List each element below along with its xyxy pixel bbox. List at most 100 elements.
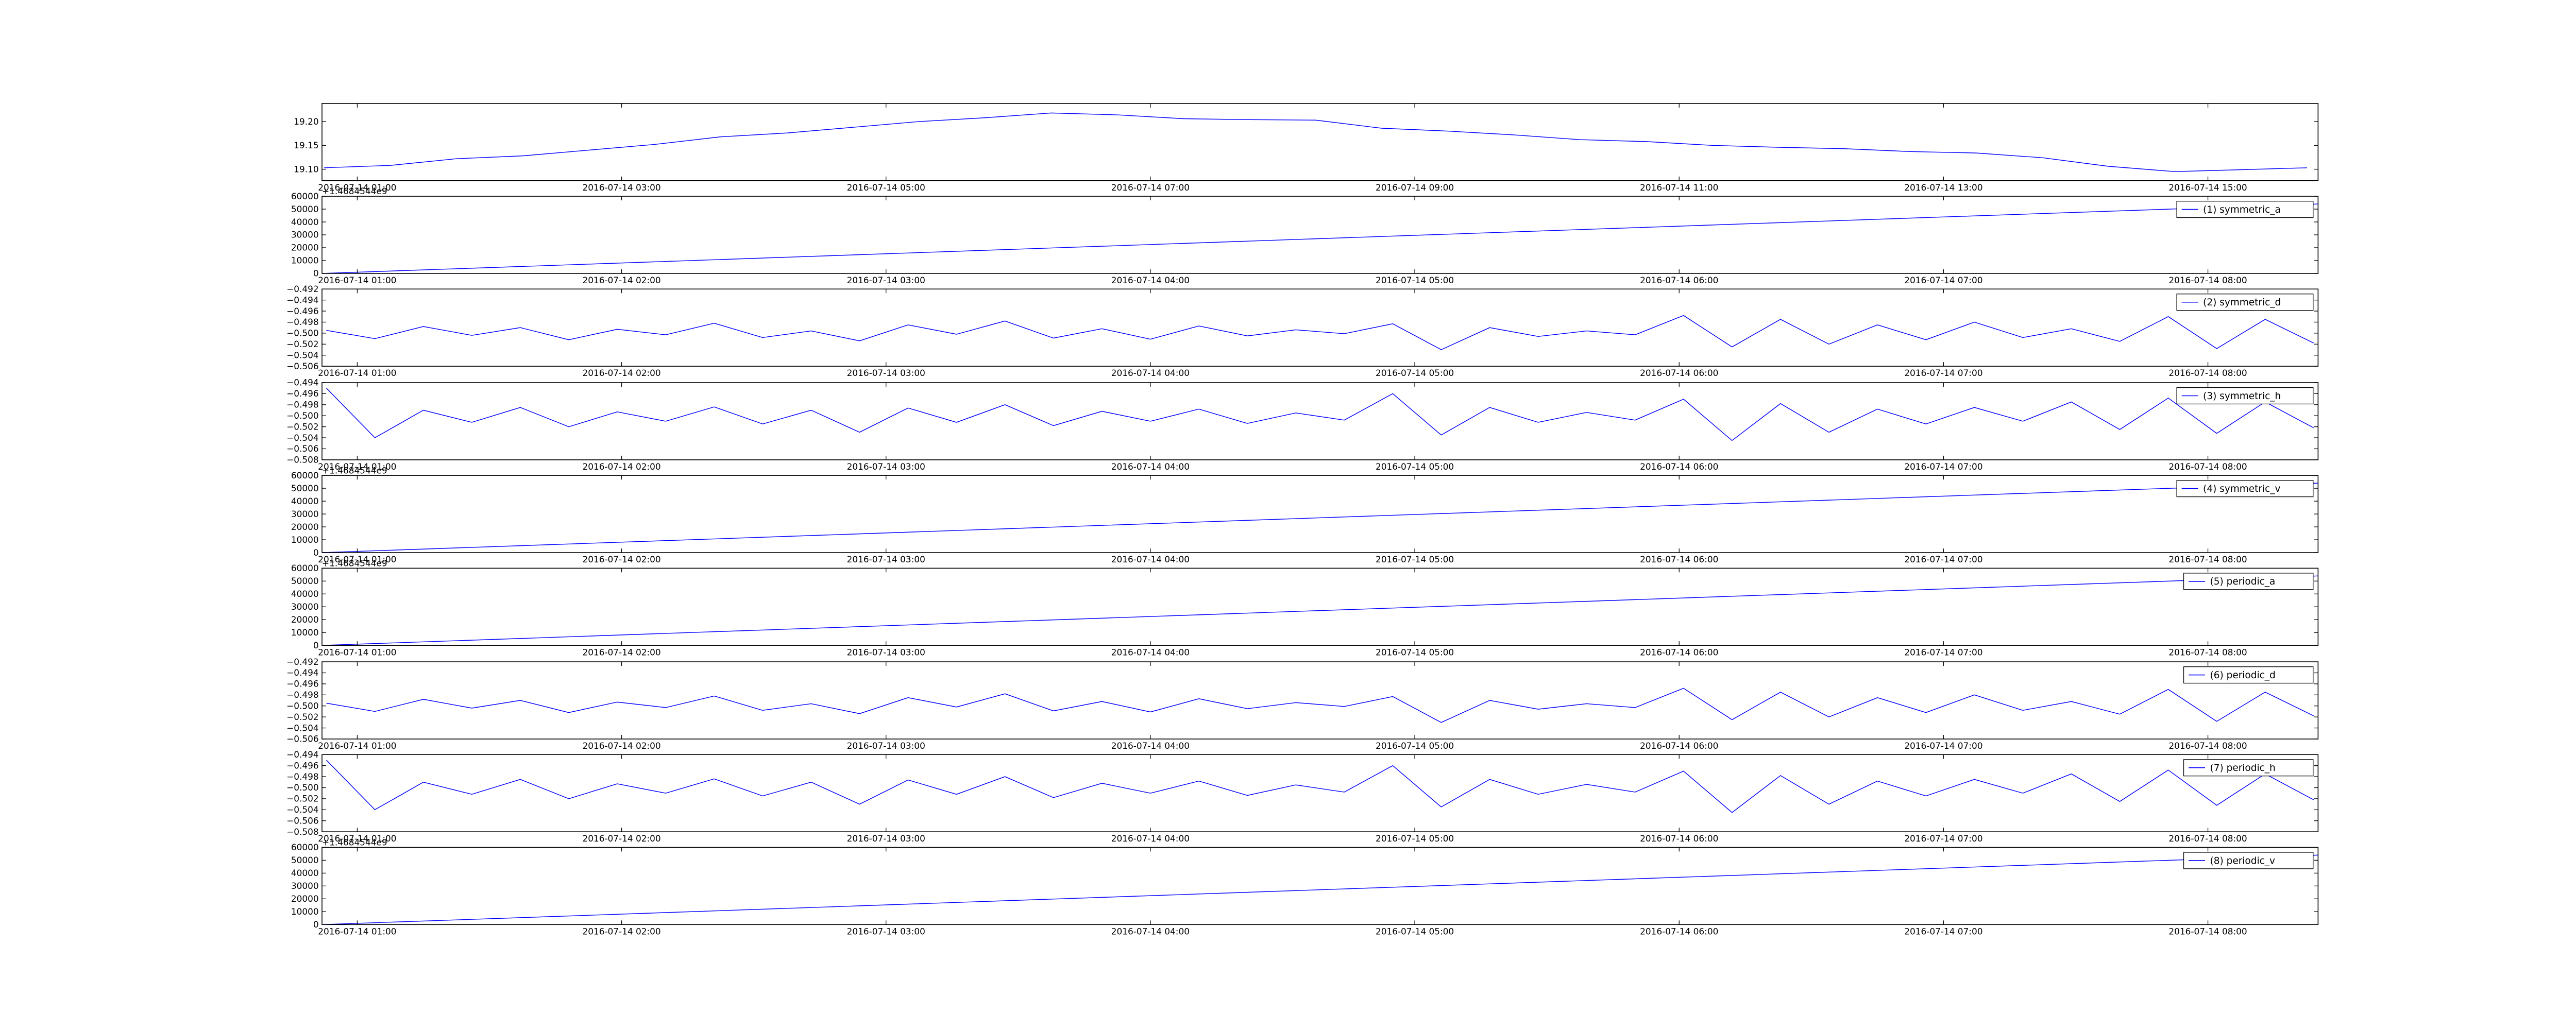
y-tick-label: 60000 xyxy=(291,842,319,852)
x-tick-label: 2016-07-14 01:00 xyxy=(318,647,396,657)
legend-box xyxy=(2183,666,2314,684)
subplot: 0 10000 20000 30000 40000 50000 60000 2016-07-1… xyxy=(291,186,2319,285)
y-tick-label: 30000 xyxy=(291,602,319,612)
x-tick-label: 2016-07-14 02:00 xyxy=(582,275,660,285)
y-tick-label: 19.20 xyxy=(294,116,318,127)
y-tick-label: 10000 xyxy=(291,906,319,917)
axes-frame xyxy=(321,568,2319,646)
x-tick-label: 2016-07-14 01:00 xyxy=(318,741,396,751)
x-tick-label: 2016-07-14 07:00 xyxy=(1904,741,1982,751)
x-tick-label: 2016-07-14 07:00 xyxy=(1904,833,1982,844)
series-line xyxy=(326,315,2314,350)
x-tick-label: 2016-07-14 07:00 xyxy=(1904,647,1982,657)
legend-label: (1) symmetric_a xyxy=(2203,204,2281,215)
y-tick-label: 19.10 xyxy=(294,164,318,174)
x-tick-label: 2016-07-14 04:00 xyxy=(1111,275,1190,285)
legend-box xyxy=(2176,294,2314,311)
y-tick-label: 60000 xyxy=(291,563,319,573)
x-tick-label: 2016-07-14 02:00 xyxy=(582,461,660,472)
offset-text: +1.4684544e9 xyxy=(322,465,387,475)
x-tick-label: 2016-07-14 06:00 xyxy=(1640,741,1718,751)
x-tick-label: 2016-07-14 02:00 xyxy=(582,926,660,936)
x-tick-label: 2016-07-14 03:00 xyxy=(847,554,925,564)
subplot: 0 10000 20000 30000 40000 50000 60000 2016-07-1… xyxy=(291,465,2319,564)
y-tick-label: −0.504 xyxy=(286,433,319,443)
x-tick-label: 2016-07-14 08:00 xyxy=(2168,554,2247,564)
x-tick-label: 2016-07-14 02:00 xyxy=(582,368,660,378)
legend-label: (5) periodic_a xyxy=(2210,576,2276,587)
y-tick-label: 19.15 xyxy=(294,140,318,150)
x-tick-label: 2016-07-14 09:00 xyxy=(1376,182,1454,193)
x-tick-label: 2016-07-14 06:00 xyxy=(1640,275,1718,285)
x-tick-label: 2016-07-14 06:00 xyxy=(1640,926,1718,936)
y-tick-label: 20000 xyxy=(291,243,319,253)
y-tick-label: 10000 xyxy=(291,255,319,266)
subplot: −0.506−0.504−0.502−0.500−0.498−0.496−0.4… xyxy=(286,284,2319,378)
series-line xyxy=(322,854,2318,925)
x-tick-label: 2016-07-14 03:00 xyxy=(847,647,925,657)
legend-label: (3) symmetric_h xyxy=(2203,391,2281,402)
legend-label: (7) periodic_h xyxy=(2210,763,2276,774)
x-tick-label: 2016-07-14 01:00 xyxy=(318,461,396,472)
axes-frame xyxy=(321,847,2319,925)
axes-frame xyxy=(321,196,2319,274)
series-line xyxy=(324,112,2307,172)
y-tick-label: 10000 xyxy=(291,535,319,545)
legend-label: (6) periodic_d xyxy=(2210,670,2276,681)
y-tick-label: 50000 xyxy=(291,483,319,493)
x-tick-label: 2016-07-14 03:00 xyxy=(847,741,925,751)
axes-frame xyxy=(321,754,2319,832)
legend-box xyxy=(2183,852,2314,869)
y-tick-label: 0 xyxy=(313,640,319,650)
y-tick-label: 50000 xyxy=(291,576,319,586)
x-tick-label: 2016-07-14 05:00 xyxy=(1376,647,1454,657)
y-tick-label: 0 xyxy=(313,919,319,930)
y-tick-label: −0.498 xyxy=(286,317,319,327)
x-tick-label: 2016-07-14 07:00 xyxy=(1904,554,1982,564)
x-tick-label: 2016-07-14 07:00 xyxy=(1904,275,1982,285)
x-tick-label: 2016-07-14 05:00 xyxy=(1376,461,1454,472)
y-tick-label: 40000 xyxy=(291,217,319,227)
x-tick-label: 2016-07-14 06:00 xyxy=(1640,554,1718,564)
x-tick-label: 2016-07-14 08:00 xyxy=(2168,926,2247,936)
x-tick-label: 2016-07-14 01:00 xyxy=(318,275,396,285)
x-tick-label: 2016-07-14 04:00 xyxy=(1111,741,1190,751)
x-tick-label: 2016-07-14 05:00 xyxy=(1376,926,1454,936)
x-tick-label: 2016-07-14 05:00 xyxy=(847,182,925,193)
y-tick-label: −0.496 xyxy=(286,760,319,770)
y-tick-label: 60000 xyxy=(291,470,319,480)
legend-label: (4) symmetric_v xyxy=(2203,484,2280,494)
x-tick-label: 2016-07-14 05:00 xyxy=(1376,554,1454,564)
series-line xyxy=(322,203,2318,273)
subplot: −0.506−0.504−0.502−0.500−0.498−0.496−0.4… xyxy=(286,657,2319,751)
x-tick-label: 2016-07-14 04:00 xyxy=(1111,461,1190,472)
y-tick-label: −0.506 xyxy=(286,734,319,744)
subplot: 19.10 19.15 19.20 2016-07-14 01:00 2016-07-1… xyxy=(294,103,2319,193)
x-tick-label: 2016-07-14 01:00 xyxy=(318,554,396,564)
y-tick-label: −0.500 xyxy=(286,700,319,711)
x-tick-label: 2016-07-14 01:00 xyxy=(318,368,396,378)
axes-frame xyxy=(321,103,2319,181)
y-tick-label: 60000 xyxy=(291,191,319,201)
offset-text: +1.4684544e9 xyxy=(322,837,387,848)
x-tick-label: 2016-07-14 05:00 xyxy=(1376,741,1454,751)
y-tick-label: 40000 xyxy=(291,589,319,599)
x-tick-label: 2016-07-14 03:00 xyxy=(847,461,925,472)
y-tick-label: 40000 xyxy=(291,868,319,878)
y-tick-label: 0 xyxy=(313,547,319,558)
x-tick-label: 2016-07-14 07:00 xyxy=(1904,926,1982,936)
x-tick-label: 2016-07-14 08:00 xyxy=(2168,741,2247,751)
y-tick-label: 40000 xyxy=(291,496,319,506)
legend-label: (8) periodic_v xyxy=(2210,855,2275,866)
x-tick-label: 2016-07-14 03:00 xyxy=(847,275,925,285)
x-tick-label: 2016-07-14 05:00 xyxy=(1376,368,1454,378)
x-tick-label: 2016-07-14 08:00 xyxy=(2168,368,2247,378)
series-line xyxy=(326,388,2314,441)
x-tick-label: 2016-07-14 06:00 xyxy=(1640,647,1718,657)
subplot: −0.508−0.506−0.504−0.502−0.500−0.498−0.4… xyxy=(286,749,2319,844)
y-tick-label: 10000 xyxy=(291,627,319,638)
x-tick-label: 2016-07-14 03:00 xyxy=(847,833,925,844)
y-tick-label: 30000 xyxy=(291,230,319,240)
series-line xyxy=(326,688,2314,723)
